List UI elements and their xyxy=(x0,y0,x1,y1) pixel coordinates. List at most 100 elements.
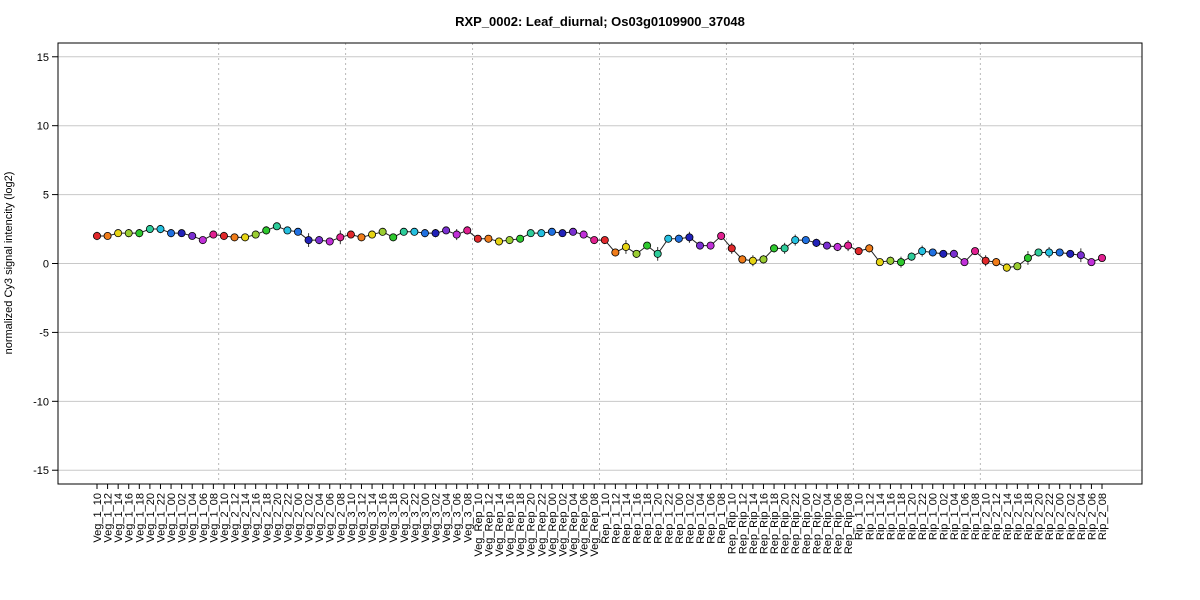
x-tick-label: Rip_1_06 xyxy=(959,493,971,540)
data-point xyxy=(928,248,937,257)
x-tick-label: Veg_3_02 xyxy=(431,493,443,543)
x-tick-label: Rip_2_02 xyxy=(1065,493,1077,540)
x-tick-label: Veg_1_08 xyxy=(208,493,220,543)
data-point xyxy=(727,244,736,253)
y-tick-label: -10 xyxy=(33,396,49,408)
data-point xyxy=(738,255,747,264)
x-tick-label: Rip_2_18 xyxy=(1023,493,1035,540)
x-tick-label: Veg_Rep_00 xyxy=(547,493,559,557)
data-point xyxy=(145,225,154,234)
data-point xyxy=(854,247,863,256)
data-point xyxy=(801,236,810,245)
data-point xyxy=(368,230,377,239)
x-tick-label: Veg_1_04 xyxy=(187,493,199,543)
x-tick-label: Veg_Rep_20 xyxy=(526,493,538,557)
x-tick-label: Rep_1_00 xyxy=(674,493,686,544)
data-point xyxy=(346,230,355,239)
x-tick-label: Rep_Rip_08 xyxy=(843,493,855,554)
x-tick-label: Rip_1_14 xyxy=(875,493,887,540)
x-tick-label: Rep_Rip_06 xyxy=(833,493,845,554)
x-tick-label: Rip_2_20 xyxy=(1034,493,1046,540)
data-point xyxy=(590,236,599,245)
data-point xyxy=(971,247,980,256)
data-point xyxy=(262,226,271,235)
data-point xyxy=(1098,253,1107,262)
data-point xyxy=(135,229,144,238)
data-point xyxy=(1055,248,1064,257)
x-tick-label: Veg_Rep_12 xyxy=(483,493,495,557)
data-point xyxy=(209,230,218,239)
x-tick-label: Rip_1_02 xyxy=(938,493,950,540)
x-tick-label: Rep_1_04 xyxy=(695,493,707,544)
data-point xyxy=(579,230,588,239)
data-point xyxy=(1034,248,1043,257)
y-tick-label: 15 xyxy=(37,52,49,64)
x-tick-label: Rip_1_18 xyxy=(896,493,908,540)
x-tick-label: Veg_Rep_06 xyxy=(579,493,591,557)
data-point xyxy=(103,231,112,240)
x-tick-label: Rip_2_16 xyxy=(1012,493,1024,540)
x-tick-label: Veg_1_10 xyxy=(92,493,104,543)
data-point xyxy=(473,234,482,243)
data-point xyxy=(696,241,705,250)
x-tick-label: Rip_2_14 xyxy=(1002,493,1014,540)
x-tick-label: Veg_2_16 xyxy=(251,493,263,543)
data-point xyxy=(981,256,990,265)
data-point xyxy=(992,258,1001,267)
data-point xyxy=(526,229,535,238)
data-point xyxy=(167,229,176,238)
y-axis-label: normalized Cy3 signal intencity (log2) xyxy=(3,172,15,355)
series-line xyxy=(97,225,1103,269)
data-point xyxy=(1045,248,1054,257)
data-point xyxy=(812,238,821,247)
x-tick-label: Veg_1_06 xyxy=(198,493,210,543)
x-tick-label: Veg_3_06 xyxy=(452,493,464,543)
data-point xyxy=(241,233,250,242)
x-tick-label: Veg_Rep_08 xyxy=(589,493,601,557)
x-tick-label: Rep_1_02 xyxy=(684,493,696,544)
data-point xyxy=(865,244,874,253)
data-point xyxy=(124,229,133,238)
data-point xyxy=(93,231,102,240)
data-point xyxy=(611,248,620,257)
y-tick-label: 5 xyxy=(43,190,49,202)
data-point xyxy=(770,244,779,253)
data-point xyxy=(949,249,958,258)
data-point xyxy=(653,249,662,258)
x-tick-label: Veg_2_22 xyxy=(282,493,294,543)
x-tick-label: Rep_Rip_20 xyxy=(780,493,792,554)
data-point xyxy=(304,236,313,245)
x-tick-label: Rip_2_06 xyxy=(1086,493,1098,540)
x-tick-label: Veg_3_16 xyxy=(378,493,390,543)
x-tick-label: Rep_1_22 xyxy=(663,493,675,544)
x-tick-label: Rep_1_06 xyxy=(706,493,718,544)
x-tick-label: Rep_Rip_10 xyxy=(727,493,739,554)
data-point xyxy=(156,225,165,234)
x-tick-label: Veg_Rep_22 xyxy=(536,493,548,557)
data-point xyxy=(420,229,429,238)
data-point xyxy=(748,256,757,265)
data-point xyxy=(844,241,853,250)
x-tick-label: Veg_Rep_16 xyxy=(505,493,517,557)
data-point xyxy=(547,227,556,236)
data-point xyxy=(822,241,831,250)
x-tick-label: Rip_1_12 xyxy=(864,493,876,540)
data-point xyxy=(431,229,440,238)
data-point xyxy=(177,229,186,238)
data-series xyxy=(93,222,1107,272)
data-point xyxy=(452,230,461,239)
x-tick-label: Veg_1_20 xyxy=(145,493,157,543)
x-tick-label: Veg_2_04 xyxy=(314,493,326,543)
x-tick-label: Veg_3_00 xyxy=(420,493,432,543)
data-point xyxy=(357,233,366,242)
x-tick-label: Rep_Rip_04 xyxy=(822,493,834,554)
y-tick-label: 0 xyxy=(43,259,49,271)
x-tick-label: Rip_2_10 xyxy=(981,493,993,540)
x-tick-label: Veg_3_12 xyxy=(356,493,368,543)
x-tick-label: Veg_2_00 xyxy=(293,493,305,543)
x-tick-label: Rep_Rip_22 xyxy=(790,493,802,554)
data-point xyxy=(315,236,324,245)
x-tick-label: Rep_1_18 xyxy=(642,493,654,544)
x-tick-label: Veg_2_12 xyxy=(230,493,242,543)
x-tick-label: Veg_Rep_10 xyxy=(473,493,485,557)
